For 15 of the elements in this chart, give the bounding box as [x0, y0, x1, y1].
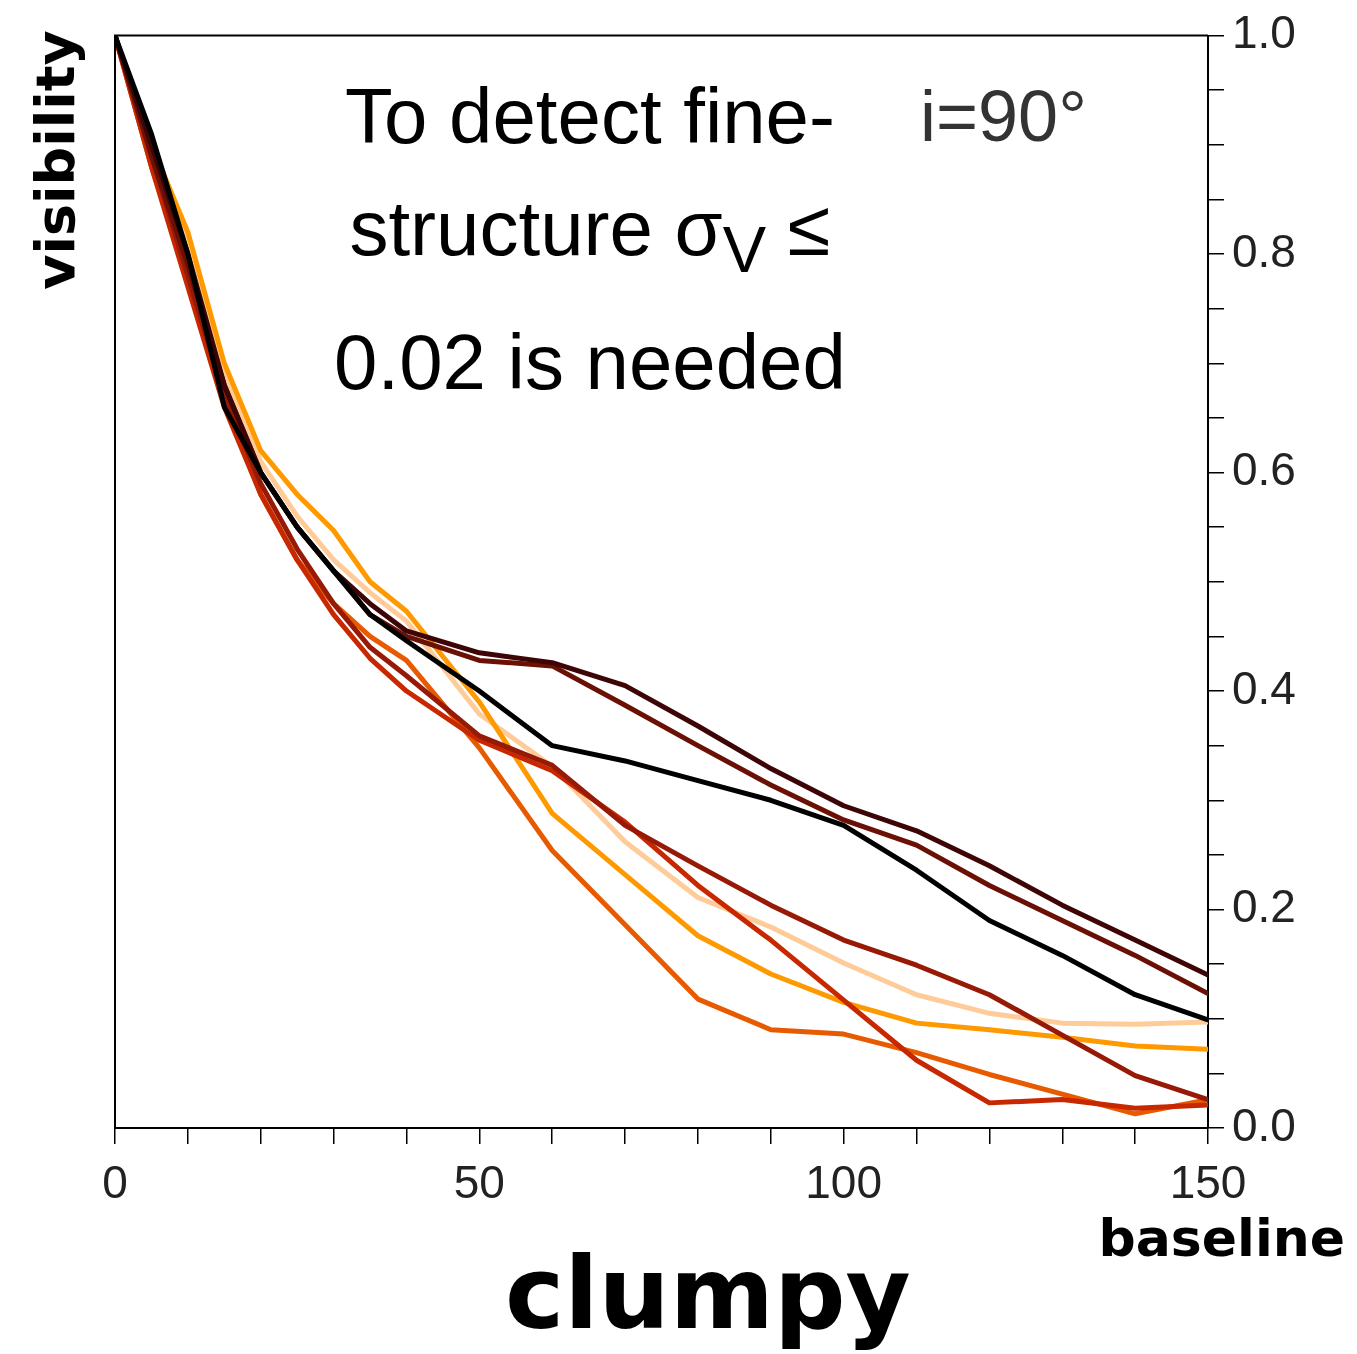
y-axis-title: visibility: [23, 30, 87, 290]
y-tick-label: 0.4: [1232, 661, 1296, 714]
x-tick-label: 0: [102, 1156, 128, 1209]
x-tick-label: 150: [1169, 1156, 1247, 1209]
x-tick-label: 50: [453, 1156, 505, 1209]
y-tick-label: 1.0: [1232, 6, 1296, 59]
x-tick-label: 100: [805, 1156, 883, 1209]
annotation: i=90°: [920, 75, 1087, 157]
y-tick-label: 0.6: [1232, 443, 1296, 496]
y-tick-label: 0.8: [1232, 224, 1296, 277]
y-tick-label: 0.2: [1232, 880, 1296, 933]
y-tick-label: 0.0: [1232, 1098, 1296, 1151]
x-axis-title: baseline: [1098, 1208, 1345, 1268]
annotation: To detect fine-structure σ$_{V}$ ≤ 0.02 is needed: [333, 71, 847, 408]
text: clumpy: [505, 1235, 911, 1352]
